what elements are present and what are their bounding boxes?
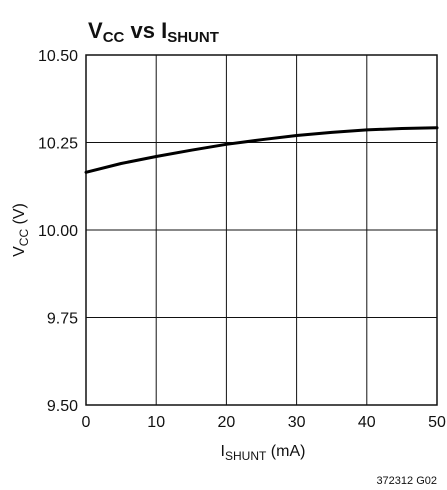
y-tick-label: 10.25 (38, 136, 78, 153)
y-tick-labels: 9.50 9.75 10.00 10.25 10.50 (38, 48, 78, 415)
y-tick-label: 10.00 (38, 223, 78, 240)
x-tick-labels: 0 10 20 30 40 50 (82, 414, 446, 431)
x-tick-label: 0 (82, 414, 91, 431)
x-tick-label: 30 (288, 414, 306, 431)
y-tick-label: 9.50 (47, 398, 78, 415)
figure-code: 372312 G02 (376, 475, 437, 487)
x-axis-label: ISHUNT (mA) (221, 443, 306, 463)
x-tick-label: 50 (428, 414, 446, 431)
chart-title: VCC vs ISHUNT (88, 18, 219, 46)
x-tick-label: 40 (358, 414, 376, 431)
grid (85, 54, 438, 406)
x-tick-label: 10 (147, 414, 165, 431)
y-axis-label: VCC (V) (11, 203, 31, 257)
series-layer (84, 126, 439, 174)
y-tick-label: 9.75 (47, 311, 78, 328)
y-tick-label: 10.50 (38, 48, 78, 65)
plot-frame (85, 54, 438, 406)
series-line (84, 126, 439, 174)
x-tick-label: 20 (218, 414, 236, 431)
